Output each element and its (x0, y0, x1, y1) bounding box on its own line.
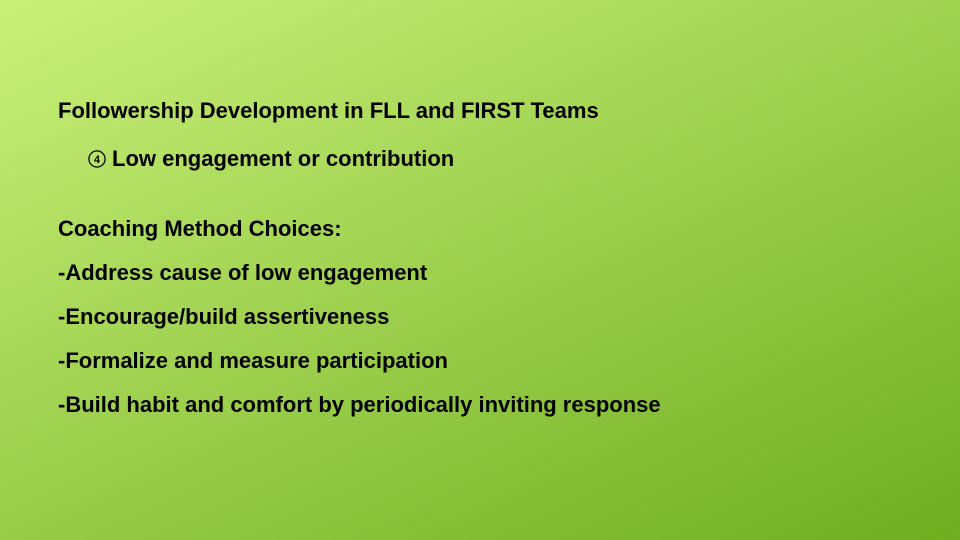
circled-4-icon: 4 (88, 150, 106, 168)
coaching-subhead: Coaching Method Choices: (58, 216, 920, 242)
bullet-text: Low engagement or contribution (112, 146, 454, 172)
slide-title: Followership Development in FLL and FIRS… (58, 98, 920, 124)
choice-item: -Formalize and measure participation (58, 348, 920, 374)
choice-item: -Build habit and comfort by periodically… (58, 392, 920, 418)
slide-content: Followership Development in FLL and FIRS… (58, 98, 920, 436)
slide: Followership Development in FLL and FIRS… (0, 0, 960, 540)
choice-item: -Address cause of low engagement (58, 260, 920, 286)
bullet-item: 4 Low engagement or contribution (88, 146, 920, 172)
svg-text:4: 4 (94, 154, 100, 166)
choice-item: -Encourage/build assertiveness (58, 304, 920, 330)
